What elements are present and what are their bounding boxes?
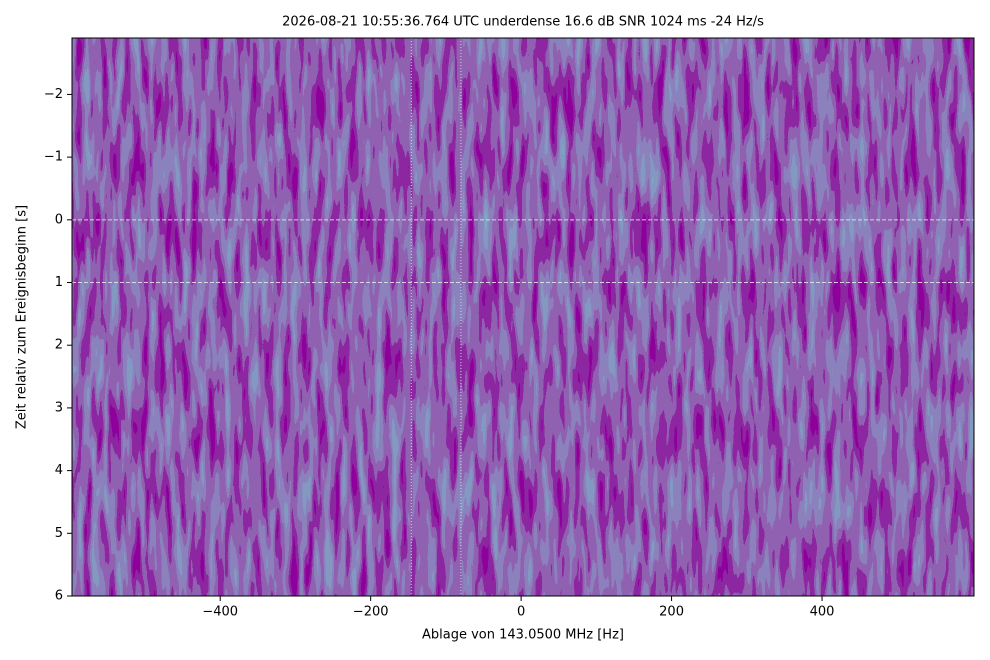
y-tick-label: 0: [55, 212, 63, 227]
y-tick-label: 1: [55, 275, 63, 290]
plot-area: [72, 38, 974, 596]
y-tick-label: 4: [55, 463, 63, 478]
y-axis-label: Zeit relativ zum Ereignisbeginn [s]: [15, 205, 30, 429]
x-tick-label: −400: [202, 605, 238, 620]
spectrogram-texture: [72, 38, 974, 596]
y-tick-label: 6: [55, 589, 63, 604]
plot-frame: [71, 37, 975, 597]
y-tick-label: 2: [55, 338, 63, 353]
y-tick-label: 5: [55, 526, 63, 541]
y-tick-label: −1: [44, 150, 63, 165]
x-tick-label: 0: [517, 605, 525, 620]
x-tick-label: 400: [810, 605, 835, 620]
x-tick-label: 200: [659, 605, 684, 620]
y-tick-label: 3: [55, 400, 63, 415]
x-tick-label: −200: [353, 605, 389, 620]
x-axis-label: Ablage von 143.0500 MHz [Hz]: [422, 628, 624, 643]
y-tick-label: −2: [44, 87, 63, 102]
chart-title: 2026-08-21 10:55:36.764 UTC underdense 1…: [282, 15, 764, 30]
